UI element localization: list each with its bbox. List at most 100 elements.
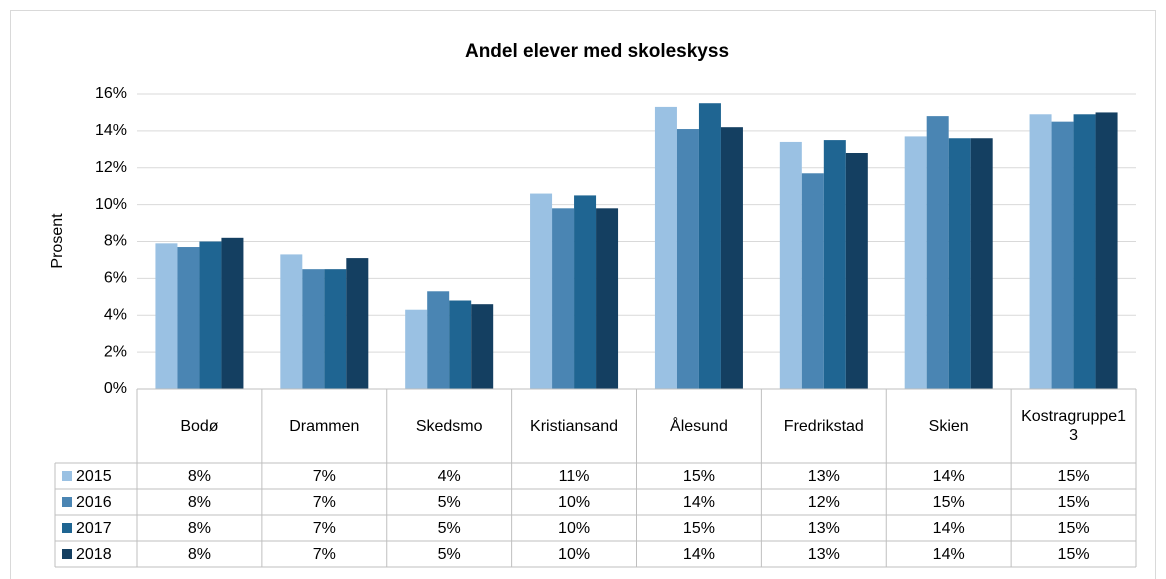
bar [1029, 114, 1052, 389]
bar [779, 141, 802, 389]
category-header: Kostragruppe13 [1021, 408, 1127, 444]
legend-label: 2016 [76, 494, 112, 511]
bar [926, 116, 949, 389]
table-value: 15% [683, 520, 715, 537]
table-value: 14% [933, 546, 965, 563]
y-tick-label: 14% [95, 122, 127, 139]
legend-label: 2017 [76, 520, 112, 537]
category-header: Drammen [289, 417, 360, 435]
y-tick-label: 4% [104, 306, 127, 323]
bar [427, 291, 450, 389]
bar [1051, 121, 1074, 389]
category-header: Bodø [180, 417, 219, 435]
table-value: 10% [558, 546, 590, 563]
table-value: 10% [558, 494, 590, 511]
y-tick-label: 16% [95, 85, 127, 102]
table-value: 7% [313, 468, 336, 485]
bar [1073, 114, 1096, 389]
table-value: 5% [438, 520, 461, 537]
bar [1095, 112, 1118, 389]
y-tick-label: 10% [95, 196, 127, 213]
chart-border [10, 10, 1156, 579]
bar [823, 140, 846, 389]
bar [530, 193, 553, 389]
table-value: 4% [438, 468, 461, 485]
category-header: Skedsmo [415, 417, 483, 435]
category-header: Ålesund [670, 417, 728, 435]
legend-label: 2015 [76, 468, 112, 485]
bar [324, 269, 347, 389]
bar [574, 195, 597, 389]
y-tick-label: 0% [104, 380, 127, 397]
table-value: 15% [933, 494, 965, 511]
table-value: 8% [188, 468, 211, 485]
table-value: 13% [808, 546, 840, 563]
legend-swatch [62, 523, 72, 533]
table-value: 8% [188, 520, 211, 537]
bar [970, 138, 993, 389]
category-header: Kristiansand [530, 417, 619, 435]
table-value: 11% [559, 468, 590, 485]
table-value: 5% [438, 546, 461, 563]
table-value: 13% [808, 468, 840, 485]
table-value: 15% [1058, 546, 1090, 563]
y-tick-label: 8% [104, 233, 127, 250]
table-value: 12% [808, 494, 840, 511]
table-value: 13% [808, 520, 840, 537]
bar [346, 258, 369, 389]
table-value: 7% [313, 546, 336, 563]
x-tick-label: Kostragruppe13 [1021, 408, 1127, 444]
table-value: 8% [188, 546, 211, 563]
bar [801, 173, 824, 389]
x-tick-label: Ålesund [670, 417, 728, 435]
bar [405, 309, 428, 389]
bar [177, 247, 200, 389]
y-tick-label: 12% [95, 159, 127, 176]
table-value: 14% [933, 468, 965, 485]
bar [654, 106, 677, 389]
bar [948, 138, 971, 389]
bar [552, 208, 575, 389]
bar [904, 136, 927, 389]
table-value: 10% [558, 520, 590, 537]
legend-swatch [62, 471, 72, 481]
bar [698, 103, 721, 389]
legend-swatch [62, 549, 72, 559]
y-axis-label: Prosent [49, 213, 66, 269]
bar [280, 254, 303, 389]
bar [449, 300, 472, 389]
x-tick-label: Kristiansand [530, 417, 619, 435]
table-value: 14% [683, 494, 715, 511]
chart-title: Andel elever med skoleskyss [465, 41, 729, 62]
table-value: 7% [313, 520, 336, 537]
bar [199, 241, 222, 389]
legend-label: 2018 [76, 546, 112, 563]
bar [302, 269, 325, 389]
table-value: 14% [683, 546, 715, 563]
category-header: Skien [928, 417, 969, 435]
bar [221, 237, 244, 389]
x-tick-label: Skedsmo [415, 417, 483, 435]
category-header: Fredrikstad [783, 417, 864, 435]
bar [596, 208, 619, 389]
table-value: 15% [683, 468, 715, 485]
x-tick-label: Drammen [289, 417, 360, 435]
y-tick-label: 2% [104, 343, 127, 360]
table-value: 7% [313, 494, 336, 511]
table-value: 15% [1058, 494, 1090, 511]
legend-swatch [62, 497, 72, 507]
x-tick-label: Fredrikstad [783, 417, 864, 435]
table-value: 15% [1058, 468, 1090, 485]
bar [720, 127, 743, 389]
bar [471, 304, 494, 389]
table-value: 8% [188, 494, 211, 511]
bar [676, 129, 699, 389]
table-value: 14% [933, 520, 965, 537]
table-value: 15% [1058, 520, 1090, 537]
x-tick-label: Skien [928, 417, 969, 435]
x-tick-label: Bodø [180, 417, 219, 435]
y-tick-label: 6% [104, 270, 127, 287]
bar [155, 243, 178, 389]
table-value: 5% [438, 494, 461, 511]
